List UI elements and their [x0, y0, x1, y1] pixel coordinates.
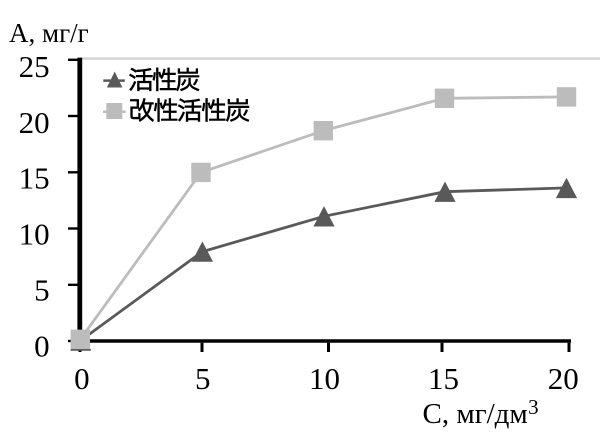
svg-text:С, мг/дм: С, мг/дм — [423, 398, 528, 430]
svg-text:0: 0 — [74, 361, 90, 396]
svg-text:20: 20 — [548, 361, 579, 396]
svg-text:0: 0 — [34, 328, 50, 363]
svg-text:3: 3 — [528, 395, 539, 419]
svg-text:20: 20 — [19, 105, 50, 140]
svg-text:А, мг/г: А, мг/г — [9, 18, 89, 48]
svg-text:25: 25 — [19, 49, 50, 84]
svg-text:15: 15 — [428, 361, 459, 396]
svg-text:5: 5 — [34, 273, 50, 308]
svg-text:15: 15 — [19, 161, 50, 196]
svg-text:5: 5 — [195, 361, 211, 396]
svg-text:10: 10 — [19, 217, 50, 252]
svg-text:10: 10 — [309, 361, 340, 396]
